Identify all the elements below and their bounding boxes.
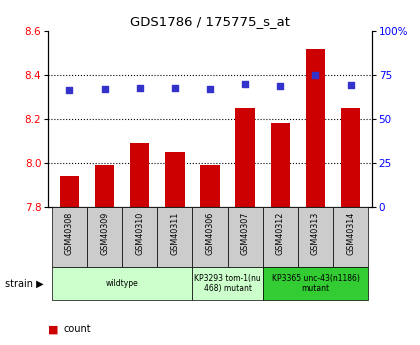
Point [312,72,319,78]
Bar [270,124,290,207]
Bar [200,165,220,207]
Point [101,86,108,92]
Bar [87,207,122,267]
Bar [192,207,228,267]
Bar [157,207,192,267]
Bar [192,267,263,300]
Bar [298,207,333,267]
Text: GSM40313: GSM40313 [311,212,320,255]
Bar [236,108,255,207]
Text: KP3293 tom-1(nu
468) mutant: KP3293 tom-1(nu 468) mutant [194,274,261,294]
Bar [228,207,263,267]
Text: GSM40308: GSM40308 [65,212,74,255]
Text: GSM40311: GSM40311 [171,212,179,255]
Bar [341,108,360,207]
Bar [52,207,87,267]
Text: ■: ■ [48,324,59,334]
Bar [263,267,368,300]
Point [171,86,178,91]
Text: GSM40314: GSM40314 [346,212,355,255]
Text: strain ▶: strain ▶ [5,279,44,289]
Point [347,82,354,88]
Bar [52,267,192,300]
Bar [130,143,150,207]
Text: GSM40312: GSM40312 [276,212,285,255]
Bar [60,176,79,207]
Point [277,83,284,88]
Text: GSM40310: GSM40310 [135,212,144,255]
Text: wildtype: wildtype [106,279,139,288]
Bar [95,165,114,207]
Text: KP3365 unc-43(n1186)
mutant: KP3365 unc-43(n1186) mutant [271,274,360,294]
Text: GSM40306: GSM40306 [205,212,215,255]
Text: GSM40307: GSM40307 [241,212,249,255]
Bar [263,207,298,267]
Bar [333,207,368,267]
Bar [165,152,184,207]
Text: count: count [63,324,91,334]
Bar [306,49,325,207]
Bar [122,207,157,267]
Point [242,81,249,87]
Point [136,86,143,91]
Point [207,86,213,92]
Title: GDS1786 / 175775_s_at: GDS1786 / 175775_s_at [130,16,290,29]
Text: GSM40309: GSM40309 [100,212,109,255]
Point [66,87,73,93]
